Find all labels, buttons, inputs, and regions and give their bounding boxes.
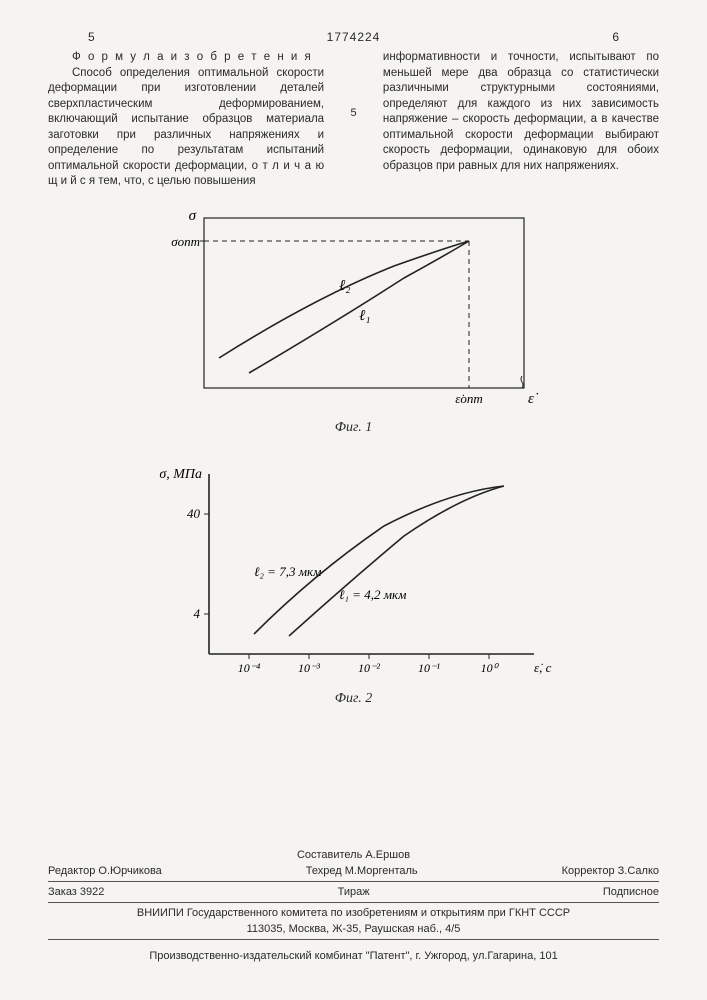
fig1-curve-l1 [249,241,469,373]
right-column: информативности и точности, испытывают п… [383,50,659,190]
formula-heading: Ф о р м у л а и з о б р е т е н и я [48,50,324,66]
page-num-right: 6 [612,30,619,44]
claim-left-text: Способ определения оптимальной скорости … [48,66,324,190]
left-column: Ф о р м у л а и з о б р е т е н и я Спос… [48,50,324,190]
subscription: Подписное [603,886,659,898]
fig1-y-label: σ [188,208,196,224]
fig1-caption: Фиг. 1 [164,420,544,436]
corrector-label: Корректор [562,865,615,877]
vniipi-line: ВНИИПИ Государственного комитета по изоб… [48,905,659,921]
claim-right-text: информативности и точности, испытывают п… [383,50,659,174]
fig2-curve-l1 [289,486,504,636]
fig2-xtick-2: 10⁻² [358,661,380,675]
techred-label: Техред [306,865,342,877]
compiler-name: А.Ершов [365,849,410,861]
fig1-curve-l2 [219,241,469,358]
fig2-x-label: ε̇, с⁻¹ [534,660,554,675]
fig2-xtick-3: 10⁻¹ [418,661,440,675]
order-number: 3922 [80,886,104,898]
techred-name: М.Моргенталь [345,865,418,877]
colophon: Составитель А.Ершов Редактор О.Юрчикова … [48,847,659,964]
figure-2-chart: σ, МПа 40 4 ℓ₂ = 7,3 мкм ℓ₁ = 4,2 мкм [154,464,554,684]
fig2-caption: Фиг. 2 [154,691,554,707]
fig1-l1-label: ℓ₁ [359,308,370,324]
fig2-y-label: σ, МПа [159,467,202,482]
printer-line: Производственно-издательский комбинат "П… [48,948,659,964]
fig1-y-opt: σопт [171,234,200,249]
compiler-label: Составитель [297,849,362,861]
fig1-l2-label: ℓ₂ [339,278,350,294]
page-header: 5 1774224 6 [48,30,659,44]
editor-name: О.Юрчикова [98,865,161,877]
fig2-xtick-4: 10⁰ [480,661,499,675]
figure-2-container: σ, МПа 40 4 ℓ₂ = 7,3 мкм ℓ₁ = 4,2 мкм [48,464,659,707]
fig2-xtick-0: 10⁻⁴ [237,661,260,675]
order-label: Заказ [48,886,77,898]
line-marker: 5 [348,106,359,121]
editor-label: Редактор [48,865,95,877]
claim-columns: Ф о р м у л а и з о б р е т е н и я Спос… [48,50,659,190]
figure-1-chart: σ σопт ℓ₂ ℓ₁ ε̇опт ε̇ [164,208,544,413]
fig1-x-opt: ε̇опт [455,391,483,406]
fig2-l2-label: ℓ₂ = 7,3 мкм [254,564,321,579]
fig2-l1-label: ℓ₁ = 4,2 мкм [339,587,406,602]
address-line: 113035, Москва, Ж-35, Раушская наб., 4/5 [48,921,659,937]
fig1-x-symbol: ε̇ [528,391,539,407]
corrector-name: З.Салко [618,865,659,877]
fig2-xtick-1: 10⁻³ [298,661,320,675]
patent-number: 1774224 [327,30,381,44]
fig2-ytick-40: 40 [187,506,201,521]
page-num-left: 5 [88,30,95,44]
fig2-curve-l2 [254,486,504,634]
fig2-ytick-4: 4 [193,606,200,621]
figure-1-container: σ σопт ℓ₂ ℓ₁ ε̇опт ε̇ [48,208,659,436]
circulation-label: Тираж [338,886,370,898]
